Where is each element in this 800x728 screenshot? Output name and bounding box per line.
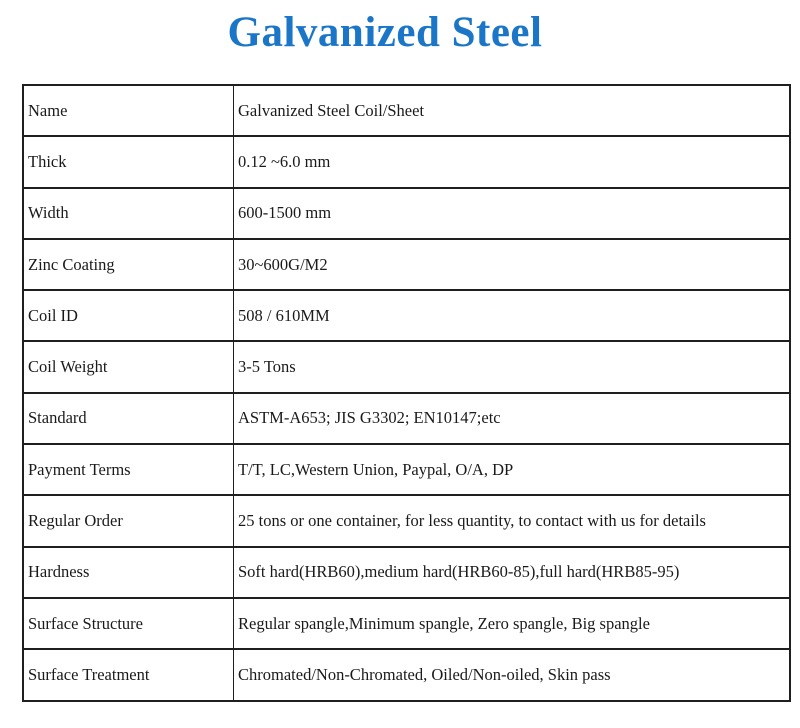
row-value: 3-5 Tons	[233, 340, 791, 394]
spec-table: Name Galvanized Steel Coil/Sheet Thick 0…	[22, 83, 791, 702]
table-row: Regular Order 25 tons or one container, …	[22, 494, 791, 548]
table-row: Coil ID 508 / 610MM	[22, 289, 791, 343]
row-value: T/T, LC,Western Union, Paypal, O/A, DP	[233, 443, 791, 497]
row-value: 600-1500 mm	[233, 186, 791, 240]
row-label: Thick	[22, 135, 234, 189]
row-label: Surface Structure	[22, 596, 234, 651]
row-value: 30~600G/M2	[233, 237, 791, 292]
row-label: Name	[22, 83, 234, 138]
row-value: Galvanized Steel Coil/Sheet	[233, 83, 791, 138]
row-value: Regular spangle,Minimum spangle, Zero sp…	[233, 596, 791, 651]
page-title: Galvanized Steel	[227, 9, 543, 56]
table-row: Standard ASTM-A653; JIS G3302; EN10147;e…	[22, 391, 791, 446]
row-label: Regular Order	[22, 494, 234, 548]
row-label: Payment Terms	[22, 443, 234, 497]
row-label: Hardness	[22, 545, 234, 599]
row-value: ASTM-A653; JIS G3302; EN10147;etc	[233, 391, 791, 446]
row-label: Standard	[22, 391, 234, 446]
spec-table-body: Name Galvanized Steel Coil/Sheet Thick 0…	[22, 83, 791, 702]
row-label: Coil ID	[22, 289, 234, 343]
row-value: Chromated/Non-Chromated, Oiled/Non-oiled…	[233, 648, 791, 702]
row-label: Surface Treatment	[22, 648, 234, 702]
table-row: Coil Weight 3-5 Tons	[22, 340, 791, 394]
row-value: 508 / 610MM	[233, 289, 791, 343]
row-value: 25 tons or one container, for less quant…	[233, 494, 791, 548]
table-row: Thick 0.12 ~6.0 mm	[22, 135, 791, 189]
row-value: 0.12 ~6.0 mm	[233, 135, 791, 189]
table-row: Zinc Coating 30~600G/M2	[22, 237, 791, 292]
row-label: Zinc Coating	[22, 237, 234, 292]
table-row: Surface Treatment Chromated/Non-Chromate…	[22, 648, 791, 702]
table-row: Hardness Soft hard(HRB60),medium hard(HR…	[22, 545, 791, 599]
row-value: Soft hard(HRB60),medium hard(HRB60-85),f…	[233, 545, 791, 599]
table-row: Width 600-1500 mm	[22, 186, 791, 240]
table-row: Surface Structure Regular spangle,Minimu…	[22, 596, 791, 651]
row-label: Width	[22, 186, 234, 240]
row-label: Coil Weight	[22, 340, 234, 394]
table-row: Name Galvanized Steel Coil/Sheet	[22, 83, 791, 138]
table-row: Payment Terms T/T, LC,Western Union, Pay…	[22, 443, 791, 497]
